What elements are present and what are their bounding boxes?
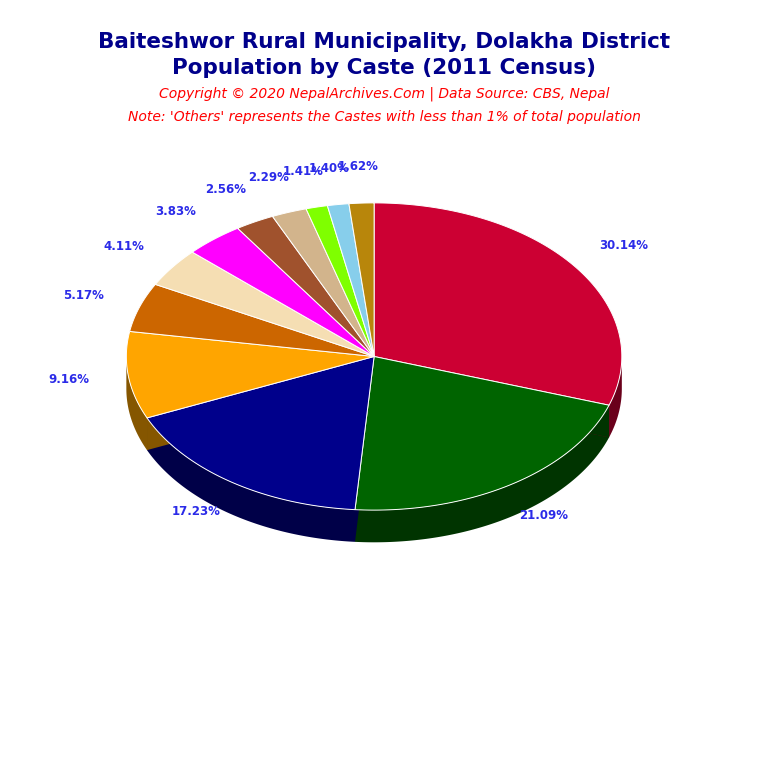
Text: 30.14%: 30.14% bbox=[599, 239, 648, 252]
Polygon shape bbox=[374, 203, 622, 406]
Text: 1.41%: 1.41% bbox=[283, 164, 323, 177]
Text: 5.17%: 5.17% bbox=[63, 289, 104, 302]
Polygon shape bbox=[237, 217, 374, 356]
Polygon shape bbox=[127, 332, 374, 418]
Polygon shape bbox=[374, 356, 609, 438]
Polygon shape bbox=[127, 356, 147, 450]
Polygon shape bbox=[355, 356, 374, 542]
Polygon shape bbox=[192, 228, 374, 356]
Text: Copyright © 2020 NepalArchives.Com | Data Source: CBS, Nepal: Copyright © 2020 NepalArchives.Com | Dat… bbox=[159, 87, 609, 101]
Text: 1.62%: 1.62% bbox=[338, 160, 379, 173]
Polygon shape bbox=[327, 204, 374, 356]
Text: 9.16%: 9.16% bbox=[48, 373, 90, 386]
Polygon shape bbox=[374, 356, 609, 438]
Text: Baiteshwor Rural Municipality, Dolakha District: Baiteshwor Rural Municipality, Dolakha D… bbox=[98, 32, 670, 52]
Polygon shape bbox=[355, 356, 609, 510]
Text: 3.83%: 3.83% bbox=[155, 205, 196, 218]
Text: 1.40%: 1.40% bbox=[309, 161, 350, 174]
Text: 17.23%: 17.23% bbox=[171, 505, 220, 518]
Text: 2.56%: 2.56% bbox=[206, 183, 247, 196]
Polygon shape bbox=[349, 203, 374, 356]
Polygon shape bbox=[355, 406, 609, 542]
Polygon shape bbox=[147, 418, 355, 542]
Polygon shape bbox=[155, 252, 374, 356]
Polygon shape bbox=[355, 356, 374, 542]
Polygon shape bbox=[147, 356, 374, 450]
Polygon shape bbox=[273, 209, 374, 356]
Text: Population by Caste (2011 Census): Population by Caste (2011 Census) bbox=[172, 58, 596, 78]
Polygon shape bbox=[306, 206, 374, 356]
Polygon shape bbox=[147, 356, 374, 450]
Polygon shape bbox=[130, 284, 374, 356]
Polygon shape bbox=[147, 356, 374, 510]
Text: Note: 'Others' represents the Castes with less than 1% of total population: Note: 'Others' represents the Castes wit… bbox=[127, 110, 641, 124]
Text: 4.11%: 4.11% bbox=[103, 240, 144, 253]
Text: 2.29%: 2.29% bbox=[248, 171, 289, 184]
Polygon shape bbox=[609, 357, 622, 438]
Text: 21.09%: 21.09% bbox=[519, 508, 568, 521]
